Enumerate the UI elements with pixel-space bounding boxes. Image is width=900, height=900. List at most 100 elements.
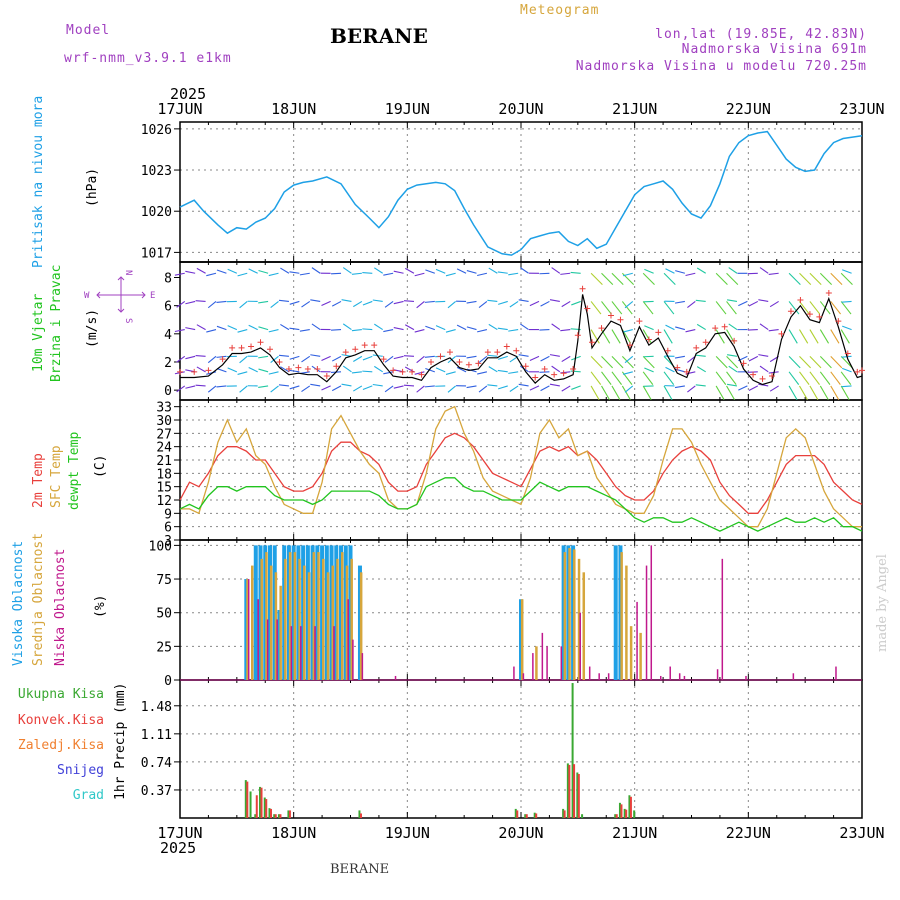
wind-arrow <box>185 385 196 389</box>
wind-gust-mark <box>778 330 785 337</box>
wind-arrow <box>611 301 623 315</box>
temp-dewpt-label: dewpt Temp <box>67 432 82 510</box>
cloud-bar <box>678 673 681 680</box>
wind-gust-mark <box>702 339 709 346</box>
cloud-bar <box>588 666 591 680</box>
cloud-bar <box>307 572 311 680</box>
precip-bar <box>524 814 527 818</box>
wind-arrow <box>258 385 269 388</box>
wind-arrow <box>728 267 738 274</box>
wind-arrow <box>642 329 652 344</box>
wind-arrow <box>384 300 394 308</box>
cloud-bar <box>250 565 254 680</box>
pressure-ytick-label: 1017 <box>141 246 172 261</box>
wind-arrow <box>185 300 196 305</box>
wind-arrow <box>445 329 456 333</box>
wind-arrow <box>840 371 852 385</box>
wind-arrow <box>809 301 821 315</box>
wind-arrow <box>207 301 217 309</box>
day-label-bottom: 18JUN <box>271 824 316 842</box>
cloud-bar <box>253 545 258 680</box>
wind-arrow <box>590 329 600 344</box>
precip-bar <box>288 810 291 818</box>
wind-arrow <box>819 355 832 369</box>
wind-arrow <box>809 272 822 285</box>
wind-arrow <box>331 355 342 362</box>
wind-arrow <box>715 301 727 315</box>
wind-arrow <box>508 371 519 374</box>
wind-arrow <box>424 385 435 388</box>
day-label-bottom: 22JUN <box>726 824 771 842</box>
cloud-bar <box>683 675 686 680</box>
wind-arrow <box>435 367 446 373</box>
cloud-bar <box>792 673 795 680</box>
precip-ytick-label: 1.11 <box>141 728 172 743</box>
wind-arrow <box>216 385 227 388</box>
precip-bar <box>246 781 249 818</box>
wind-arrow <box>520 267 529 274</box>
precip-bar <box>628 795 631 818</box>
compass-e: E <box>150 291 155 301</box>
wind-arrow <box>497 369 508 373</box>
wind-arrow <box>728 323 738 331</box>
wind-arrow <box>696 323 706 331</box>
cloud-ytick-label: 100 <box>149 539 172 554</box>
wind-gust-mark <box>541 366 548 373</box>
wind-arrow <box>466 300 477 304</box>
compass-s: S <box>123 318 133 323</box>
precip-panel: 0.37 0.74 1.11 1.48 <box>141 679 863 819</box>
wind-arrow <box>695 354 706 357</box>
wind-gust-mark <box>626 342 633 349</box>
precip-ytick-label: 1.48 <box>141 700 172 715</box>
wind-arrow <box>560 329 571 332</box>
cloud-bar <box>577 558 581 680</box>
wind-arrow <box>611 329 621 344</box>
wind-arrow <box>497 327 508 331</box>
wind-gust-mark <box>825 289 832 296</box>
wind-arrow <box>331 300 342 307</box>
day-label-top: 19JUN <box>385 100 430 118</box>
wind-arrow <box>289 385 300 390</box>
wind-arrow <box>206 329 217 333</box>
wind-arrow <box>561 355 571 363</box>
cloud-bar <box>625 565 628 680</box>
wind-gust-mark <box>446 349 453 356</box>
station-title: BERANE <box>330 24 428 48</box>
wind-arrow <box>176 385 186 393</box>
cloud-bar <box>300 626 302 680</box>
wind-arrow <box>601 355 614 369</box>
cloud-ytick-label: 50 <box>156 607 172 622</box>
model-elevation-text: Nadmorska Visina u modelu 720.25m <box>576 59 867 74</box>
temperature-ytick-label: 15 <box>156 481 172 496</box>
wind-gust-mark <box>645 336 652 343</box>
wind-arrow <box>416 301 425 309</box>
cloud-bar <box>563 552 567 680</box>
temperature-ytick-label: 18 <box>156 467 172 482</box>
wind-arrow <box>196 366 206 373</box>
wind-gust-mark <box>769 373 776 380</box>
wind-arrow <box>466 385 477 389</box>
cloud-bar <box>513 666 515 680</box>
wind-arrow <box>477 272 488 277</box>
wind-arrow <box>393 385 404 389</box>
cloud-bar <box>347 599 349 680</box>
cloud-bar <box>361 653 364 680</box>
wind-arrow <box>841 385 852 388</box>
wind-arrow <box>674 385 685 389</box>
model-name: wrf-nmm_v3.9.1 e1km <box>64 51 232 66</box>
wind-arrow <box>237 272 248 277</box>
wind-arrow <box>727 383 738 387</box>
wind-arrow <box>416 385 425 393</box>
compass-n: N <box>123 270 133 275</box>
day-label-top: 21JUN <box>612 100 657 118</box>
wind-arrow <box>195 384 206 387</box>
temperature-ytick-label: 9 <box>164 507 172 522</box>
wind-arrow <box>642 371 654 385</box>
cloud-bar <box>541 632 544 680</box>
cloud-bar <box>257 599 259 680</box>
wind-arrow <box>301 385 311 392</box>
precip-bar <box>625 809 628 818</box>
wind-arrow <box>498 300 508 305</box>
wind-arrow <box>663 301 675 315</box>
wind-gust-mark <box>598 325 605 332</box>
